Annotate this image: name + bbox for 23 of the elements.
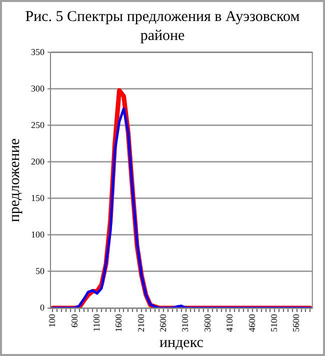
x-tick-label: 2100 <box>136 314 146 332</box>
y-tick-label: 250 <box>31 120 45 130</box>
x-tick-label: 5600 <box>291 314 302 332</box>
x-tick-label: 3600 <box>202 314 212 332</box>
y-tick-label: 300 <box>31 83 45 94</box>
y-tick-label: 100 <box>31 229 45 240</box>
x-tick-label: 3100 <box>180 314 190 332</box>
x-tick-label: 1600 <box>114 314 124 332</box>
x-tick-label: 600 <box>69 314 80 328</box>
y-tick-label: 0 <box>40 302 45 312</box>
y-axis-title: предложение <box>6 138 23 222</box>
x-tick-label: 4100 <box>224 314 235 332</box>
y-tick-label: 350 <box>31 46 45 57</box>
x-axis-title: индекс <box>159 334 204 351</box>
x-tick-label: 2600 <box>158 314 168 332</box>
y-tick-label: 50 <box>36 266 45 276</box>
chart-title: Рис. 5 Спектры предложения в Ауэзовском районе <box>24 8 301 44</box>
y-tick-label: 150 <box>31 192 45 203</box>
x-tick-label: 100 <box>47 314 58 328</box>
x-tick-label: 4600 <box>246 314 257 332</box>
x-tick-label: 1100 <box>91 314 102 332</box>
y-tick-label: 200 <box>31 156 45 166</box>
x-tick-label: 5100 <box>268 314 279 332</box>
